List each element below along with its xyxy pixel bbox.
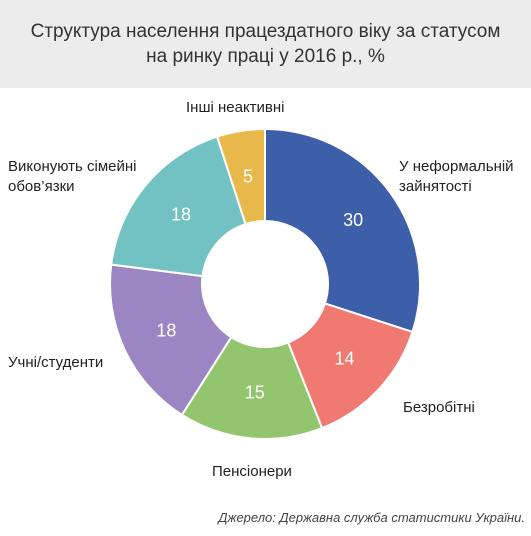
value-label-informal: 30 [343,210,363,230]
category-label-students-line-1: Учні/студенти [8,354,104,371]
category-label-students: Учні/студенти [8,353,103,373]
category-label-other-inactive: Інші неактивні [186,98,285,118]
value-label-pensioners: 15 [245,383,265,403]
category-label-pensioners-line-1: Пенсіонери [212,463,292,480]
category-label-pensioners: Пенсіонери [212,462,292,482]
category-label-unemployed-line-1: Безробітні [403,399,475,416]
chart-area: 30 14 15 18 18 5 У неформальній зайнятості Бе… [0,88,531,531]
category-label-family-duties-line-1: Виконують сімейні [8,158,137,175]
slice-students [109,263,233,417]
category-label-unemployed: Безробітні [403,398,475,418]
category-label-family-duties: Виконують сімейні обов’язки [8,157,137,197]
value-label-students: 18 [156,320,176,340]
chart-title-line-1: Структура населення працездатного віку з… [30,21,501,42]
source-note: Джерело: Державна служба статистики Укра… [218,510,525,525]
chart-header: Структура населення працездатного віку з… [0,0,531,88]
value-label-family-duties: 18 [171,205,191,225]
category-label-informal: У неформальній зайнятості [399,157,514,197]
category-label-informal-line-1: У неформальній [399,158,514,175]
value-label-other-inactive: 5 [243,166,253,186]
slice-informal [264,127,421,334]
slice-family-duties [110,135,247,278]
category-label-family-duties-line-2: обов’язки [8,178,75,195]
slice-other-inactive [215,127,266,226]
donut-chart: 30 14 15 18 18 5 [109,127,421,440]
slice-pensioners [180,335,324,440]
category-label-other-inactive-line-1: Інші неактивні [186,99,285,116]
category-label-informal-line-2: зайнятості [399,178,472,195]
value-label-unemployed: 14 [334,349,354,369]
slice-unemployed [286,302,414,430]
chart-title-line-2: на ринку праці у 2016 р., % [146,46,385,67]
